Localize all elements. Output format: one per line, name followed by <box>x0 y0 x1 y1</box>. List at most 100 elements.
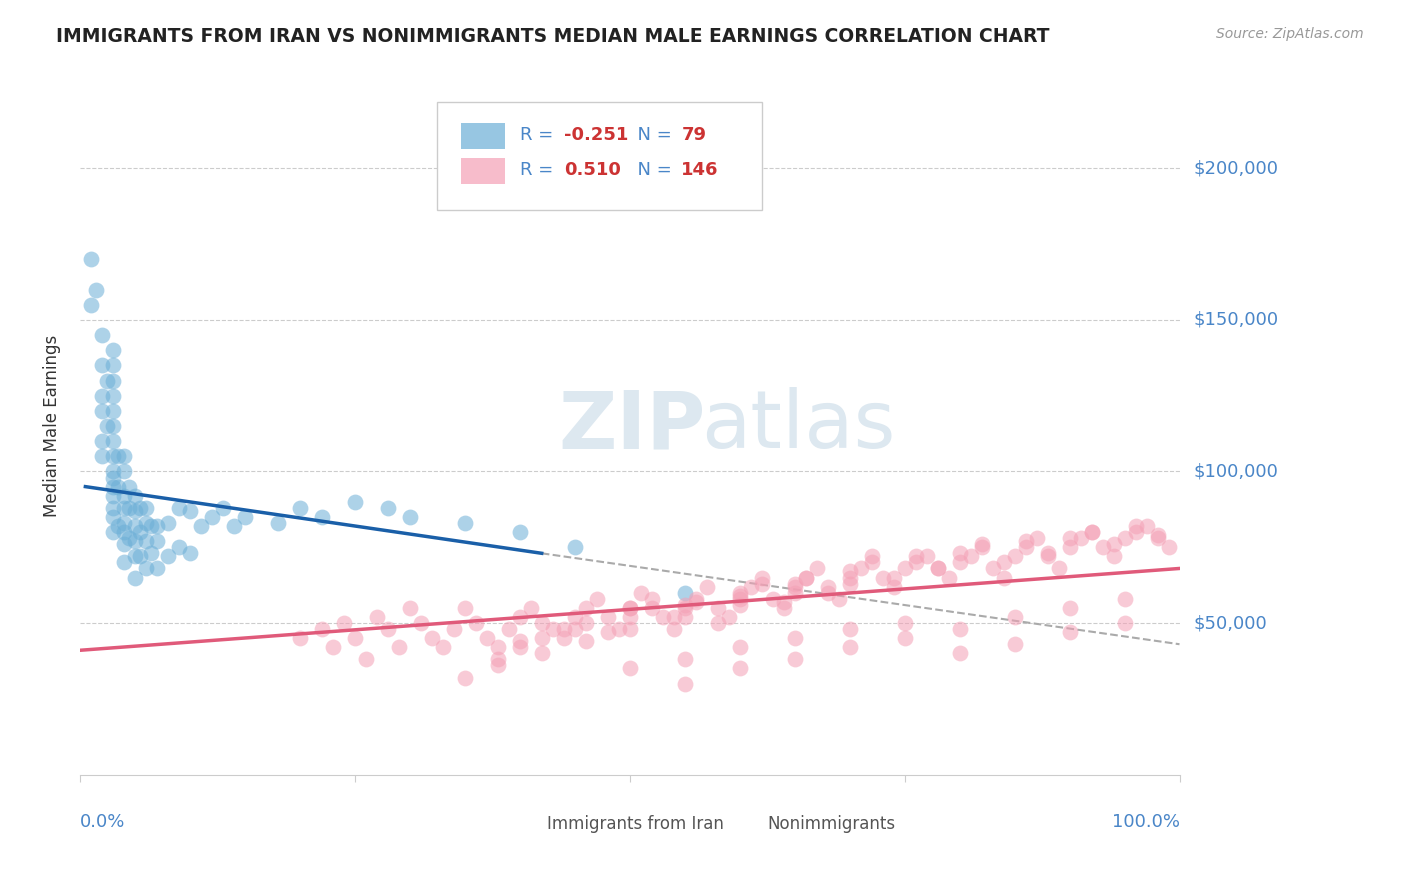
Point <box>156 516 179 530</box>
Point <box>1059 540 1081 554</box>
Point <box>101 419 124 434</box>
Point <box>938 570 960 584</box>
Point <box>509 525 531 540</box>
Point <box>883 570 905 584</box>
Point <box>118 480 141 494</box>
Point <box>1025 531 1047 545</box>
Point <box>673 600 696 615</box>
Point <box>970 537 993 551</box>
Point <box>883 580 905 594</box>
Point <box>1059 531 1081 545</box>
Point <box>927 561 949 575</box>
Point <box>129 549 152 564</box>
Text: -0.251: -0.251 <box>564 127 628 145</box>
Point <box>343 495 366 509</box>
Point <box>838 640 860 655</box>
Point <box>112 555 135 569</box>
Point <box>233 510 256 524</box>
Point <box>783 631 806 645</box>
Point <box>112 450 135 464</box>
Point <box>112 516 135 530</box>
Point <box>101 343 124 358</box>
Point <box>156 549 179 564</box>
Point <box>673 585 696 599</box>
Point <box>751 570 773 584</box>
Point <box>141 546 163 560</box>
Point <box>86 283 108 297</box>
Point <box>509 634 531 648</box>
Point <box>783 652 806 666</box>
Point <box>740 580 762 594</box>
Point <box>90 389 112 403</box>
Point <box>80 298 103 312</box>
Point <box>420 631 443 645</box>
Point <box>129 525 152 540</box>
Point <box>90 359 112 373</box>
Point <box>970 540 993 554</box>
Point <box>135 534 157 549</box>
Point <box>1157 540 1180 554</box>
Point <box>1004 637 1026 651</box>
Point <box>564 540 586 554</box>
Point <box>817 580 839 594</box>
Point <box>640 600 662 615</box>
Point <box>1070 531 1092 545</box>
Text: Nonimmigrants: Nonimmigrants <box>768 815 896 833</box>
Point <box>993 570 1015 584</box>
Point <box>772 600 794 615</box>
Point <box>101 434 124 449</box>
Point <box>135 500 157 515</box>
Point <box>783 585 806 599</box>
Point <box>838 576 860 591</box>
Point <box>179 504 201 518</box>
Point <box>564 610 586 624</box>
Point <box>794 570 817 584</box>
Point <box>915 549 938 564</box>
Point <box>860 549 883 564</box>
Point <box>124 489 146 503</box>
Text: 79: 79 <box>682 127 706 145</box>
Point <box>486 652 509 666</box>
Point <box>596 610 619 624</box>
Point <box>728 589 751 603</box>
Point <box>519 600 541 615</box>
Point <box>872 570 894 584</box>
Point <box>124 549 146 564</box>
Point <box>904 555 927 569</box>
Point <box>564 622 586 636</box>
Point <box>948 546 970 560</box>
Point <box>288 500 311 515</box>
Point <box>124 570 146 584</box>
Point <box>129 500 152 515</box>
Point <box>343 631 366 645</box>
Point <box>432 640 454 655</box>
Point <box>1004 549 1026 564</box>
Point <box>993 555 1015 569</box>
Point <box>717 610 740 624</box>
Point <box>179 546 201 560</box>
Point <box>685 591 707 606</box>
Point <box>486 640 509 655</box>
FancyBboxPatch shape <box>461 123 505 149</box>
Point <box>107 480 129 494</box>
Point <box>1114 591 1136 606</box>
Point <box>630 585 652 599</box>
Point <box>728 591 751 606</box>
Point <box>409 615 432 630</box>
Point <box>619 600 641 615</box>
Point <box>90 434 112 449</box>
Point <box>827 591 849 606</box>
Point <box>101 489 124 503</box>
Point <box>959 549 981 564</box>
Point <box>101 465 124 479</box>
Point <box>101 359 124 373</box>
Point <box>596 625 619 640</box>
Point <box>530 615 553 630</box>
Point <box>354 652 377 666</box>
Point <box>893 561 915 575</box>
Point <box>107 450 129 464</box>
Point <box>530 646 553 660</box>
Point <box>619 600 641 615</box>
Point <box>1059 600 1081 615</box>
Point <box>311 622 333 636</box>
